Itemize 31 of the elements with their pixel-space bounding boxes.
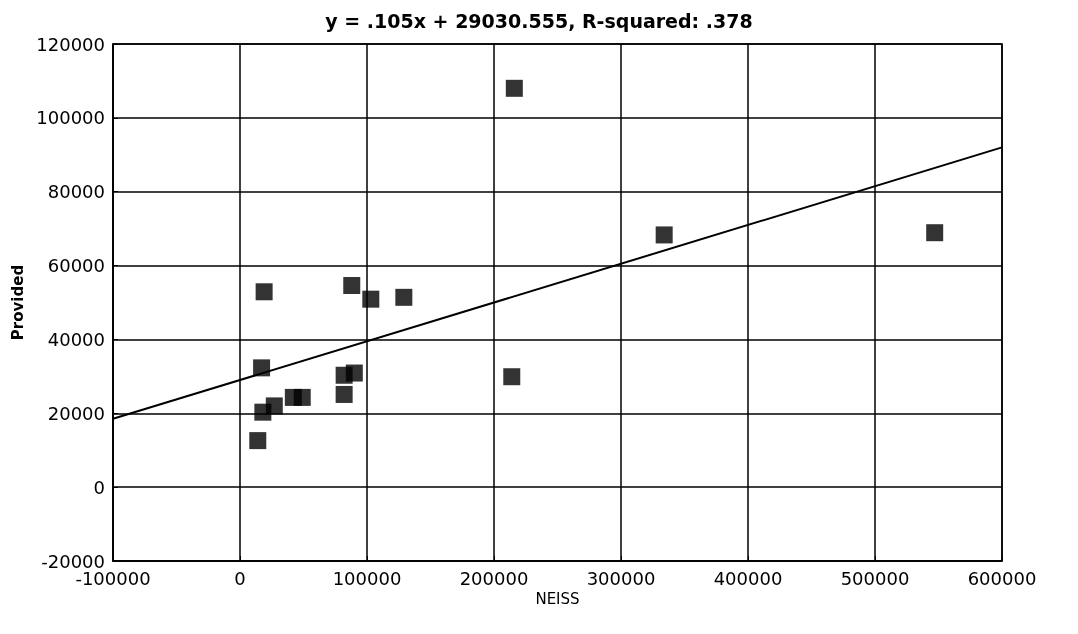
point [345, 364, 363, 382]
y-tick-label: 40000 [47, 328, 105, 350]
point [926, 224, 944, 242]
x-tick-label: 500000 [840, 567, 910, 589]
x-tick-label: 300000 [586, 567, 656, 589]
y-tick-label: 100000 [36, 107, 105, 129]
x-axis-title: NEISS [535, 590, 580, 609]
point [335, 385, 353, 403]
point [249, 432, 267, 450]
point [505, 79, 523, 97]
point [362, 290, 380, 308]
point [503, 368, 521, 386]
point [255, 283, 273, 301]
point [343, 277, 361, 295]
y-tick-label: 80000 [47, 181, 105, 203]
y-tick-label: 120000 [36, 33, 105, 55]
x-tick-label: 100000 [332, 567, 402, 589]
point [293, 388, 311, 406]
x-tick-label: 600000 [967, 567, 1037, 589]
point [254, 403, 272, 421]
x-tick-label: 200000 [459, 567, 529, 589]
point [253, 359, 271, 377]
chart-title: y = .105x + 29030.555, R-squared: .378 [325, 9, 753, 32]
point [655, 226, 673, 244]
point [395, 288, 413, 306]
y-tick-label: 60000 [47, 255, 105, 277]
x-tick-label: 400000 [713, 567, 783, 589]
y-tick-label: 20000 [47, 402, 105, 424]
y-tick-label: 0 [93, 476, 105, 498]
x-tick-label: 0 [234, 567, 246, 589]
y-axis-title: Provided [8, 264, 27, 341]
